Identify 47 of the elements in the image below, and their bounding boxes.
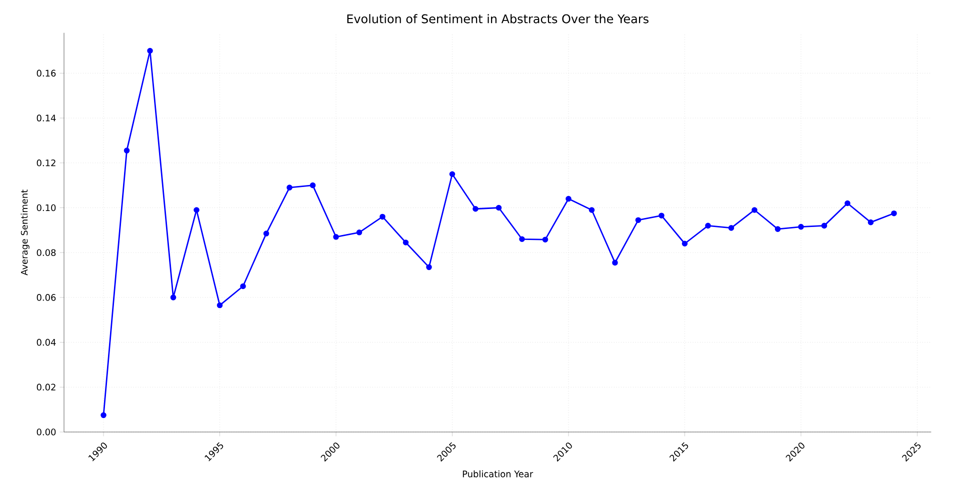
point: [844, 200, 850, 206]
point: [588, 207, 595, 213]
point: [496, 204, 502, 211]
y-tick-label: 0.06: [36, 294, 56, 301]
point: [449, 171, 456, 177]
point: [519, 236, 525, 242]
point: [658, 212, 664, 218]
point: [612, 260, 618, 266]
y-tick-label: 0.00: [36, 428, 56, 436]
point: [635, 217, 642, 223]
point: [868, 219, 874, 226]
point: [566, 196, 572, 202]
point: [310, 182, 316, 188]
point: [472, 206, 478, 212]
point: [240, 283, 246, 290]
point: [356, 230, 362, 236]
y-axis-title: Average Sentiment: [20, 190, 30, 276]
point: [682, 240, 688, 247]
point: [728, 225, 734, 231]
point: [798, 224, 804, 230]
point: [426, 264, 432, 270]
point: [402, 240, 409, 246]
point: [286, 184, 292, 190]
point: [542, 236, 548, 242]
point: [170, 294, 176, 300]
point: [333, 234, 339, 240]
point: [194, 207, 200, 213]
y-tick-label: 0.16: [36, 70, 56, 77]
point: [216, 302, 223, 308]
point: [100, 412, 106, 418]
point: [752, 207, 758, 213]
x-axis-title: Publication Year: [462, 470, 534, 478]
chart-title: Evolution of Sentiment in Abstracts Over the Years: [347, 14, 648, 24]
point: [263, 230, 270, 236]
y-tick-label: 0.08: [36, 249, 56, 256]
point: [705, 222, 711, 229]
y-tick-label: 0.12: [36, 160, 56, 166]
y-tick-label: 0.02: [36, 384, 56, 391]
y-tick-label: 0.14: [36, 114, 56, 122]
point: [124, 148, 130, 154]
point: [380, 214, 386, 220]
point: [821, 222, 828, 229]
y-tick-label: 0.10: [36, 204, 56, 212]
point: [774, 226, 781, 232]
y-tick-label: 0.04: [36, 338, 56, 346]
point: [891, 210, 897, 216]
point: [147, 48, 153, 54]
